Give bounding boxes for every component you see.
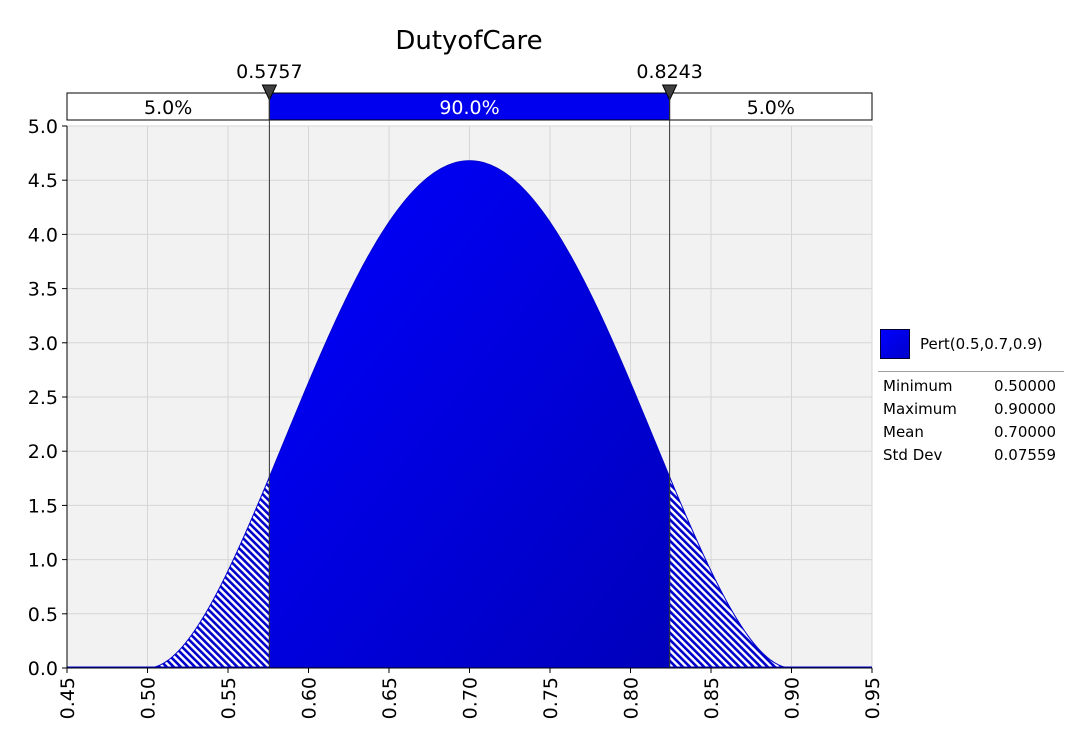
stats-row: Mean 0.70000 [876,420,1066,443]
stats-value: 0.70000 [994,422,1057,441]
stats-table: Minimum 0.50000 Maximum 0.90000 Mean 0.7… [876,374,1066,466]
x-tick-label: 0.55 [218,677,240,719]
marker-label: 0.8243 [636,61,702,83]
y-tick-label: 4.5 [28,170,58,192]
x-tick-label: 0.95 [862,677,884,719]
y-tick-label: 3.0 [28,333,58,355]
y-tick-label: 1.0 [28,550,58,572]
percentile-band-label: 5.0% [747,97,795,119]
x-tick-label: 0.70 [460,677,482,719]
chart-title: DutyofCare [395,26,542,56]
percentile-band [66,92,270,121]
legend: Pert(0.5,0.7,0.9) Minimum 0.50000 Maximu… [876,326,1066,466]
y-tick-label: 1.5 [28,495,58,517]
x-tick-label: 0.90 [782,677,804,719]
y-tick-label: 4.0 [28,224,58,246]
percentile-band-label: 5.0% [144,97,192,119]
legend-series: Pert(0.5,0.7,0.9) [876,326,1066,362]
stats-value: 0.07559 [994,445,1057,464]
stats-label: Minimum [883,376,953,395]
density-center-area [268,160,671,669]
x-tick-label: 0.65 [379,677,401,719]
y-tick-label: 5.0 [28,116,58,138]
marker-triangle [261,84,278,102]
x-tick-label: 0.60 [299,677,321,719]
stats-value: 0.50000 [994,376,1057,395]
legend-divider [878,371,1064,372]
stats-label: Mean [883,422,924,441]
stats-row: Minimum 0.50000 [876,374,1066,397]
density-right-tail [669,476,792,669]
legend-series-label: Pert(0.5,0.7,0.9) [920,335,1043,353]
percentile-band-label: 90.0% [439,97,499,119]
x-tick-label: 0.45 [57,677,79,719]
x-tick-label: 0.50 [138,677,160,719]
y-tick-label: 3.5 [28,279,58,301]
y-tick-label: 2.0 [28,441,58,463]
y-tick-label: 0.0 [28,658,58,680]
y-tick-label: 2.5 [28,387,58,409]
y-tick-label: 0.5 [28,604,58,626]
stats-label: Std Dev [883,445,943,464]
x-tick-label: 0.80 [621,677,643,719]
density-left-tail [147,476,270,669]
stats-label: Maximum [883,399,957,418]
stats-row: Std Dev 0.07559 [876,443,1066,466]
marker-triangle [661,84,678,102]
x-tick-label: 0.85 [701,677,723,719]
legend-swatch [880,329,910,359]
plot-area [66,93,873,669]
percentile-bands: 5.0% 90.0% 5.0% 0.5757 0.8243 [66,61,873,121]
x-tick-label: 0.75 [540,677,562,719]
stats-row: Maximum 0.90000 [876,397,1066,420]
marker-label: 0.5757 [236,61,302,83]
axes: 0.0 0.5 1.0 1.5 2.0 2.5 3.0 3.5 4.0 4.5 5.0 0.45 0.5… [28,116,884,719]
stats-value: 0.90000 [994,399,1057,418]
